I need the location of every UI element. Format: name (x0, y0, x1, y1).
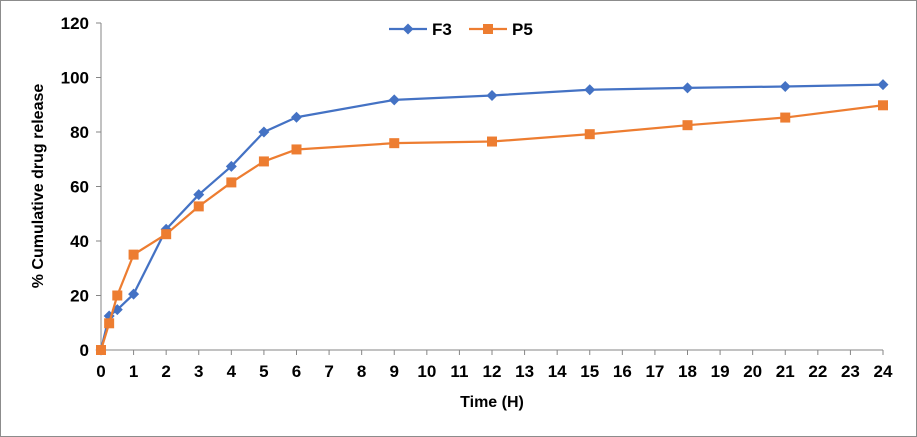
x-tick-label: 15 (580, 362, 599, 381)
x-tick-label: 13 (515, 362, 534, 381)
data-point-f3 (779, 80, 791, 92)
x-tick-label: 24 (874, 362, 893, 381)
data-point-p5 (584, 129, 595, 140)
data-point-f3 (291, 111, 302, 123)
data-point-p5 (226, 177, 237, 188)
data-point-p5 (682, 120, 693, 131)
x-tick-label: 20 (743, 362, 762, 381)
data-point-p5 (161, 229, 172, 240)
data-point-p5 (258, 156, 269, 167)
x-tick-label: 7 (324, 362, 333, 381)
x-tick-label: 17 (645, 362, 664, 381)
x-tick-label: 9 (390, 362, 399, 381)
data-point-f3 (225, 160, 237, 172)
x-tick-label: 4 (227, 362, 237, 381)
legend-label: F3 (432, 20, 452, 39)
x-tick-label: 10 (417, 362, 436, 381)
legend-label: P5 (512, 20, 533, 39)
y-tick-label: 40 (70, 232, 89, 251)
data-point-p5 (96, 345, 106, 355)
data-point-f3 (877, 79, 889, 91)
x-axis-title: Time (H) (460, 394, 524, 411)
x-tick-label: 0 (96, 362, 105, 381)
data-point-p5 (291, 144, 302, 155)
legend-item-p5: P5 (469, 20, 533, 39)
data-point-f3 (128, 288, 140, 300)
data-point-p5 (487, 136, 497, 147)
series-p5 (96, 100, 888, 355)
x-tick-label: 23 (841, 362, 860, 381)
data-point-p5 (878, 100, 888, 111)
y-tick-label: 20 (70, 287, 89, 306)
data-point-p5 (112, 290, 123, 301)
legend-marker (483, 24, 493, 34)
data-point-p5 (389, 138, 400, 149)
data-point-f3 (682, 82, 693, 94)
series-f3 (95, 79, 889, 356)
data-point-p5 (780, 112, 791, 123)
x-tick-label: 18 (678, 362, 697, 381)
series-line-f3 (99, 83, 884, 351)
data-point-f3 (388, 94, 400, 106)
x-tick-label: 11 (450, 362, 468, 381)
y-tick-label: 120 (61, 14, 89, 33)
x-tick-label: 22 (808, 362, 827, 381)
x-tick-label: 21 (776, 362, 795, 381)
data-point-f3 (258, 126, 270, 138)
x-tick-label: 19 (711, 362, 730, 381)
data-point-p5 (128, 249, 139, 260)
y-tick-label: 100 (61, 69, 89, 88)
data-point-f3 (486, 89, 498, 101)
x-tick-label: 12 (483, 362, 502, 381)
y-tick-label: 80 (70, 123, 89, 142)
y-tick-label: 0 (80, 341, 89, 360)
series-layer (95, 79, 889, 356)
y-axis-title: % Cumulative drug release (30, 84, 47, 289)
data-point-p5 (104, 318, 115, 329)
x-tick-label: 1 (129, 362, 138, 381)
x-tick-label: 8 (357, 362, 366, 381)
data-point-p5 (193, 201, 204, 212)
x-tick-label: 5 (259, 362, 268, 381)
y-tick-label: 60 (70, 178, 89, 197)
data-point-f3 (584, 84, 596, 96)
x-tick-label: 3 (194, 362, 203, 381)
legend: F3 P5 (389, 20, 533, 39)
x-tick-label: 2 (161, 362, 170, 381)
legend-item-f3: F3 (389, 20, 452, 39)
x-tick-label: 6 (292, 362, 301, 381)
legend-marker (402, 23, 414, 35)
x-tick-label: 14 (548, 362, 567, 381)
x-tick-label: 16 (613, 362, 632, 381)
data-point-f3 (193, 189, 205, 201)
